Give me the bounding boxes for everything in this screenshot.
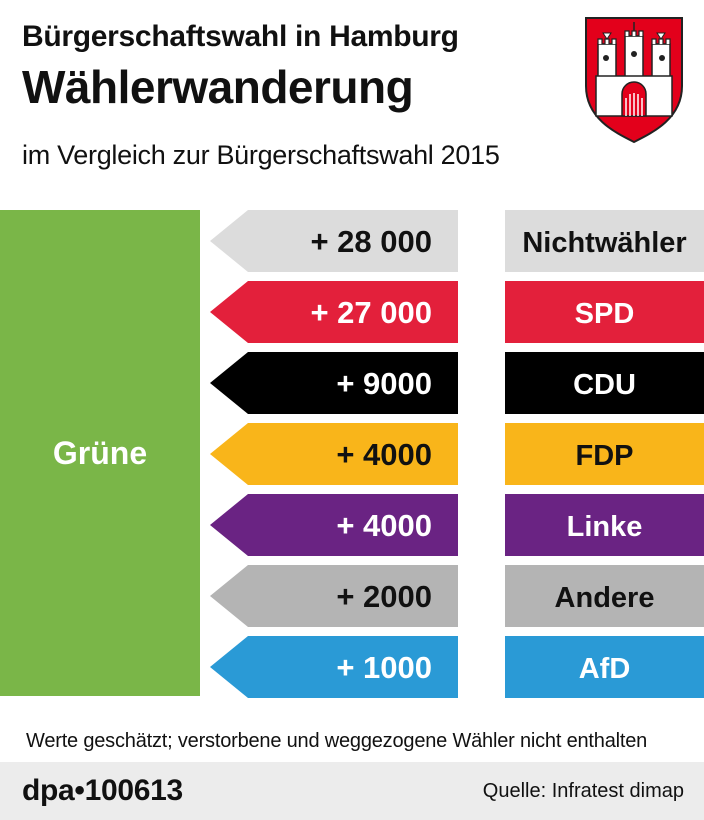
flow-arrow-1: [210, 281, 458, 343]
target-party-box: Grüne: [0, 210, 200, 696]
source-party-box-5: [505, 565, 704, 627]
source-party-label-5: Andere: [555, 582, 655, 614]
flow-value-label-6: + 1000: [336, 650, 432, 685]
source-party-box-2: [505, 352, 704, 414]
chart-subtitle: im Vergleich zur Bürgerschaftswahl 2015: [22, 140, 500, 170]
flow-arrow-0: [210, 210, 458, 272]
source-party-box-0: [505, 210, 704, 272]
source-party-box-1: [505, 281, 704, 343]
flow-arrow-6: [210, 636, 458, 698]
source-party-box-6: [505, 636, 704, 698]
source-party-label-1: SPD: [575, 298, 635, 330]
source-party-box-4: [505, 494, 704, 556]
source-party-box-3: [505, 423, 704, 485]
footer-bar: dpa•100613 Quelle: Infratest dimap: [0, 762, 704, 820]
flow-value-label-4: + 4000: [336, 508, 432, 543]
source-party-label-3: FDP: [576, 440, 634, 472]
flow-arrow-5: [210, 565, 458, 627]
chart-title: Bürgerschaftswahl in Hamburg: [22, 20, 459, 53]
footnote: Werte geschätzt; verstorbene und weggezo…: [26, 730, 648, 752]
flow-value-label-0: + 28 000: [310, 224, 432, 259]
flow-value-label-5: + 2000: [336, 579, 432, 614]
target-party-label: Grüne: [52, 434, 148, 471]
flow-arrow-2: [210, 352, 458, 414]
source-party-label-6: AfD: [579, 653, 631, 685]
flow-value-label-2: + 9000: [336, 366, 432, 401]
chart-headline: Wählerwanderung: [22, 61, 414, 113]
source-party-label-2: CDU: [573, 369, 636, 401]
source-party-label-0: Nichtwähler: [522, 227, 686, 259]
flow-value-label-3: + 4000: [336, 437, 432, 472]
flow-value-label-1: + 27 000: [310, 295, 432, 330]
hamburg-coat-of-arms-icon: [585, 17, 683, 144]
flow-arrow-3: [210, 423, 458, 485]
source-party-label-4: Linke: [567, 511, 643, 543]
agency-credit: dpa•100613: [22, 774, 183, 807]
source-credit: Quelle: Infratest dimap: [482, 780, 684, 802]
flow-arrow-4: [210, 494, 458, 556]
